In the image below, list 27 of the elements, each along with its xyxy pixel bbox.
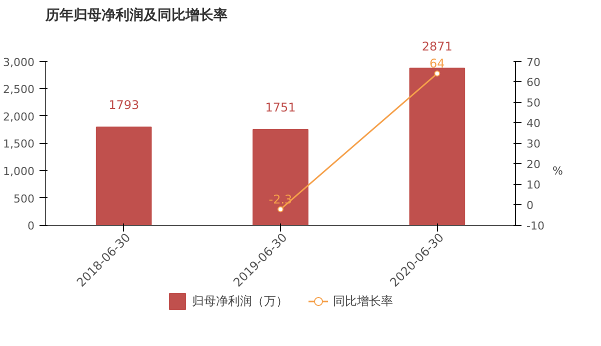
y-tick-label: 1,500: [3, 138, 35, 151]
y2-tick-label: 0: [526, 199, 534, 212]
y-tick-label: 2,500: [3, 83, 35, 96]
legend-label: 归母净利润（万）: [192, 292, 288, 310]
bar: [252, 128, 308, 226]
y-tick-label: 2,000: [3, 110, 35, 124]
data-label: 2871: [422, 39, 452, 54]
y2-tick-label: 70: [526, 56, 540, 69]
y2-tick-label: 50: [526, 96, 540, 110]
bar: [96, 126, 152, 226]
bar: [409, 68, 466, 226]
legend-label: 同比增长率: [333, 292, 393, 310]
data-label: 64: [430, 56, 445, 71]
data-label: 1751: [265, 100, 296, 114]
y2-axis-title: %: [552, 164, 563, 178]
chart-title: 历年归母净利润及同比增长率: [44, 6, 228, 24]
y2-tick-label: 60: [526, 76, 540, 90]
y2-tick-label: -10: [526, 220, 544, 233]
y2-tick-label: 30: [526, 138, 540, 151]
y-tick-label: 0: [28, 220, 34, 233]
y2-tick-label: 20: [526, 158, 540, 172]
data-label: 1793: [108, 98, 140, 112]
y2-tick-label: 40: [526, 117, 540, 130]
y-tick-label: 500: [14, 192, 35, 206]
y-tick-label: 3,000: [3, 56, 35, 69]
y2-tick-label: 10: [526, 178, 540, 192]
y-tick-label: 1,000: [3, 164, 35, 178]
